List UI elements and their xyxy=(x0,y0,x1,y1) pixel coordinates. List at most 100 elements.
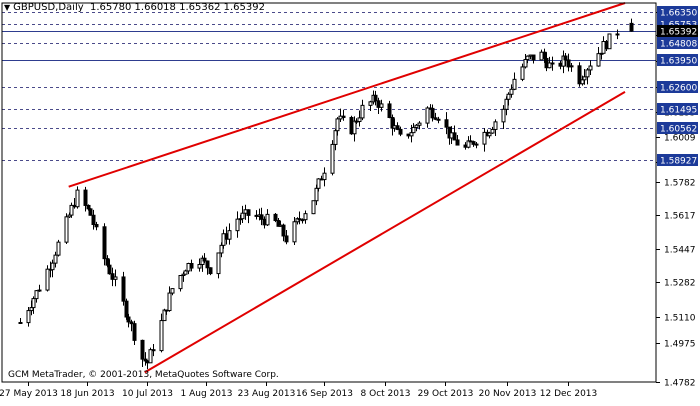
x-tick-label: 29 Oct 2013 xyxy=(418,389,474,399)
dropdown-triangle-icon[interactable]: ▼ xyxy=(4,3,11,12)
candle-body xyxy=(167,292,172,312)
candle-body xyxy=(311,200,316,215)
candle-body xyxy=(102,226,107,260)
candle-body xyxy=(45,268,50,291)
candle-body xyxy=(542,51,547,59)
candle-body xyxy=(183,270,188,275)
candle-body xyxy=(566,59,571,68)
candle-body xyxy=(373,94,378,102)
candle-body xyxy=(205,260,210,269)
candle-body xyxy=(504,98,509,110)
level-label-text: 1.66350 xyxy=(660,9,697,19)
candle-body xyxy=(335,118,340,132)
level-label-text: 1.61495 xyxy=(660,106,697,116)
candle-body xyxy=(368,101,373,106)
candle-body xyxy=(170,288,175,294)
candle-body xyxy=(357,117,362,122)
level-label-text: 1.65392 xyxy=(660,28,697,38)
candle-body xyxy=(56,241,61,256)
candle-body xyxy=(162,309,167,322)
candle-body xyxy=(37,289,42,292)
candle-body xyxy=(284,235,289,243)
candle-body xyxy=(235,218,240,232)
candle-body xyxy=(615,33,620,36)
time-axis: 27 May 2013 18 Jun 2013 10 Jul 2013 1 Aug 2… xyxy=(0,382,597,399)
candle-body xyxy=(216,252,221,275)
candle-body xyxy=(50,262,55,271)
candle-body xyxy=(178,275,183,290)
candle-body xyxy=(352,120,357,135)
candle-body xyxy=(341,115,346,118)
candle-body xyxy=(520,66,525,80)
x-tick-label: 12 Dec 2013 xyxy=(540,389,598,399)
candle-body xyxy=(88,208,93,216)
candle-body xyxy=(273,213,278,222)
level-label-box xyxy=(657,54,698,66)
plot-frame xyxy=(1,2,657,383)
candle-body xyxy=(333,130,338,145)
upper-channel-trendline xyxy=(68,2,626,188)
candle-body xyxy=(240,212,245,220)
candle-body xyxy=(455,139,460,146)
candle-body xyxy=(69,204,74,216)
y-tick-label: 1.4782 xyxy=(664,379,696,389)
candle-body xyxy=(281,224,286,237)
candle-body xyxy=(444,119,449,128)
candle-body xyxy=(189,262,194,269)
candle-body xyxy=(474,143,479,146)
candle-body xyxy=(577,65,582,85)
x-tick-label: 23 Aug 2013 xyxy=(238,389,296,399)
y-tick-label: 1.5282 xyxy=(664,279,696,289)
level-label-box xyxy=(657,37,698,49)
candle-body xyxy=(26,310,31,324)
level-label-text: 1.63950 xyxy=(660,57,697,67)
candle-body xyxy=(53,254,58,264)
candle-body xyxy=(208,267,213,275)
x-tick-label: 1 Aug 2013 xyxy=(181,389,233,399)
candle-body xyxy=(525,55,530,61)
candle-body xyxy=(563,55,568,61)
candle-body xyxy=(303,213,308,221)
ohlc-values: 1.65780 1.66018 1.65362 1.65392 xyxy=(90,2,265,13)
x-tick-label: 16 Sep 2013 xyxy=(296,389,353,399)
candle-body xyxy=(197,263,202,269)
candle-body xyxy=(202,257,207,262)
y-tick-label: 1.6009 xyxy=(664,134,696,144)
candle-body xyxy=(151,349,156,352)
candle-body xyxy=(509,88,514,95)
candle-body xyxy=(487,132,492,137)
candle-body xyxy=(322,172,327,181)
candle-body xyxy=(314,187,319,202)
candle-body xyxy=(430,107,435,119)
y-tick-label: 1.5110 xyxy=(664,314,696,324)
y-tick-label: 1.4975 xyxy=(664,340,696,350)
y-tick-label: 1.5782 xyxy=(664,179,696,189)
candle-body xyxy=(126,316,131,323)
candle-body xyxy=(569,65,574,68)
candle-body xyxy=(113,276,118,280)
candle-body xyxy=(398,128,403,135)
candle-body xyxy=(121,276,126,302)
candle-body xyxy=(607,33,612,50)
candle-body xyxy=(132,323,137,341)
level-label-box xyxy=(657,25,698,37)
candle-body xyxy=(86,204,91,210)
level-label-text: 1.64808 xyxy=(660,40,697,50)
level-label-box xyxy=(657,122,698,134)
candle-body xyxy=(140,339,145,360)
level-lines xyxy=(2,12,656,161)
candle-body xyxy=(259,214,264,220)
candle-body xyxy=(379,103,384,108)
x-tick-label: 27 May 2013 xyxy=(0,389,58,399)
x-tick-label: 18 Jun 2013 xyxy=(60,389,114,399)
level-label-box xyxy=(657,103,698,115)
x-tick-label: 20 Nov 2013 xyxy=(479,389,537,399)
candle-body xyxy=(83,189,88,206)
candle-body xyxy=(596,53,601,67)
candle-body xyxy=(219,244,224,254)
level-labels: 1.663501.657531.653921.648081.639501.626… xyxy=(657,6,698,167)
candle-body xyxy=(506,93,511,100)
